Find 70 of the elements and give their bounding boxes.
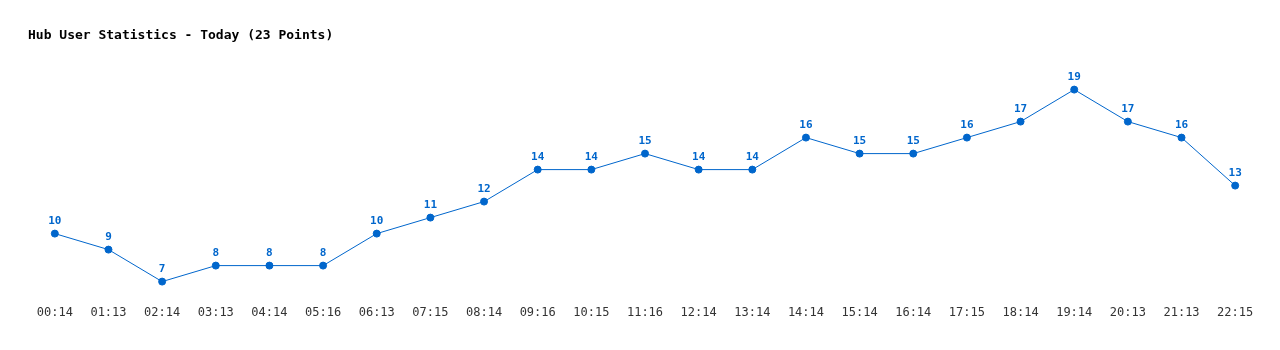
data-label: 16 — [799, 117, 813, 131]
data-label: 15 — [906, 133, 920, 147]
point — [694, 165, 703, 174]
point — [748, 165, 757, 174]
data-label: 12 — [477, 181, 491, 195]
data-label: 9 — [105, 229, 112, 243]
x-tick-label: 03:13 — [197, 304, 234, 319]
data-label: 14 — [531, 149, 545, 163]
chart-title: Hub User Statistics - Today (23 Points) — [28, 27, 334, 43]
point — [104, 245, 113, 254]
x-tick-label: 10:15 — [573, 304, 610, 319]
point — [1016, 117, 1025, 126]
data-label: 13 — [1228, 165, 1242, 179]
data-label: 14 — [745, 149, 760, 163]
x-tick-label: 16:14 — [895, 304, 932, 319]
point — [211, 261, 220, 270]
data-label: 7 — [158, 261, 166, 275]
data-label: 16 — [1174, 117, 1189, 131]
point — [1231, 181, 1240, 190]
x-tick-label: 12:14 — [680, 304, 717, 319]
data-label: 8 — [266, 245, 273, 259]
x-tick-label: 18:14 — [1002, 304, 1039, 319]
x-tick-label: 00:14 — [36, 304, 73, 319]
x-tick-label: 11:16 — [626, 304, 664, 319]
x-tick-label: 04:14 — [251, 304, 288, 319]
data-label: 10 — [370, 213, 384, 227]
x-tick-label: 01:13 — [90, 304, 127, 319]
point — [962, 133, 971, 142]
x-tick-label: 21:13 — [1163, 304, 1200, 319]
point — [587, 165, 596, 174]
x-tick-label: 19:14 — [1056, 304, 1093, 319]
data-label: 17 — [1013, 101, 1028, 115]
point — [1070, 85, 1079, 94]
data-label: 17 — [1121, 101, 1135, 115]
point — [372, 229, 381, 238]
data-label: 14 — [692, 149, 706, 163]
point — [1177, 133, 1186, 142]
data-label: 14 — [584, 149, 599, 163]
point — [319, 261, 328, 270]
x-tick-label: 14:14 — [787, 304, 825, 319]
data-label: 8 — [319, 245, 327, 259]
x-tick-label: 22:15 — [1217, 304, 1254, 319]
x-tick-label: 08:14 — [465, 304, 503, 319]
x-tick-label: 06:13 — [358, 304, 395, 319]
point — [426, 213, 435, 222]
point — [855, 149, 864, 158]
point — [265, 261, 274, 270]
data-label: 15 — [852, 133, 867, 147]
point — [1123, 117, 1132, 126]
data-label: 10 — [48, 213, 62, 227]
point — [480, 197, 489, 206]
x-tick-label: 20:13 — [1109, 304, 1146, 319]
data-label: 15 — [638, 133, 652, 147]
data-label: 8 — [212, 245, 220, 259]
x-tick-label: 15:14 — [841, 304, 878, 319]
data-label: 16 — [960, 117, 974, 131]
x-tick-label: 07:15 — [412, 304, 449, 319]
point — [641, 149, 649, 158]
point — [909, 149, 918, 158]
data-label: 11 — [423, 197, 438, 211]
x-tick-label: 13:14 — [734, 304, 771, 319]
point — [158, 277, 167, 286]
x-tick-label: 02:14 — [144, 304, 181, 319]
x-tick-label: 09:16 — [519, 304, 556, 319]
point — [50, 229, 59, 238]
point — [533, 165, 542, 174]
x-tick-label: 05:16 — [305, 304, 342, 319]
data-label: 19 — [1067, 69, 1081, 83]
x-tick-label: 17:15 — [948, 304, 985, 319]
point — [801, 133, 810, 142]
